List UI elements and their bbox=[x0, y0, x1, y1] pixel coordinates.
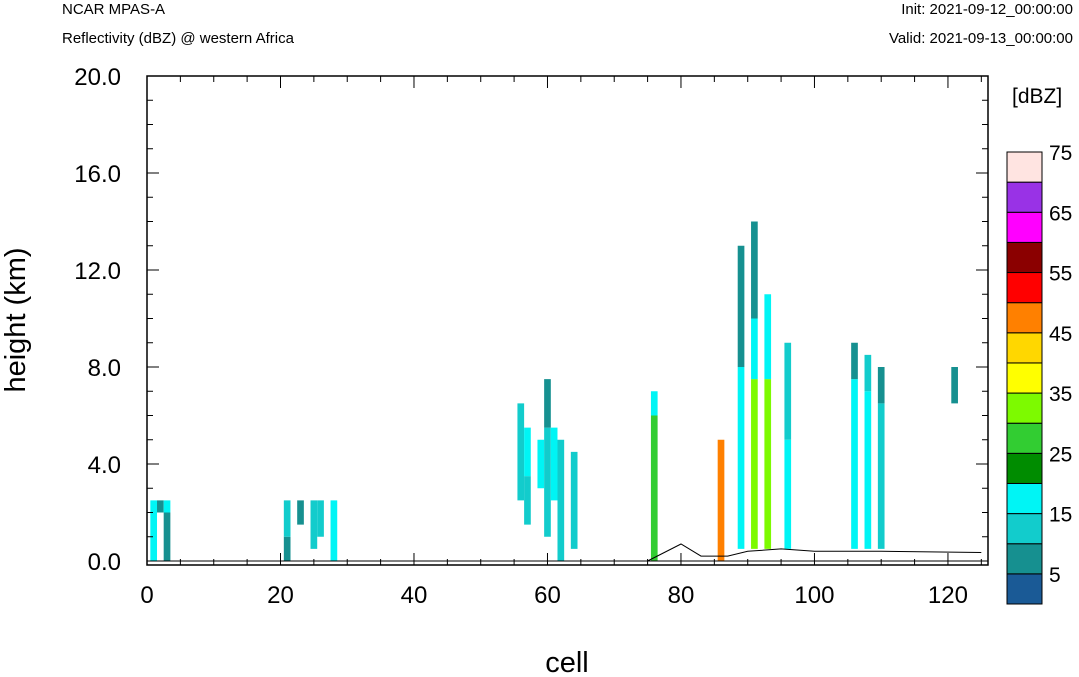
valid-time: Valid: 2021-09-13_00:00:00 bbox=[888, 30, 1073, 47]
reflectivity-cell bbox=[524, 476, 531, 525]
axis-ticks bbox=[146, 75, 988, 565]
reflectivity-cell bbox=[317, 500, 324, 537]
x-tick-label: 60 bbox=[534, 582, 561, 609]
reflectivity-cell bbox=[877, 403, 885, 549]
model-name: NCAR MPAS-A bbox=[62, 1, 166, 18]
reflectivity-cell bbox=[163, 512, 171, 561]
colorbar-segment bbox=[1006, 272, 1043, 304]
y-tick-label: 16.0 bbox=[74, 161, 121, 188]
colorbar-segment bbox=[1006, 241, 1043, 274]
reflectivity-cell bbox=[851, 342, 858, 380]
y-tick-label: 4.0 bbox=[88, 452, 121, 479]
colorbar-label: 75 bbox=[1049, 142, 1072, 165]
reflectivity-cell bbox=[537, 439, 545, 489]
reflectivity-cell bbox=[784, 342, 792, 440]
x-tick-label: 80 bbox=[668, 582, 695, 609]
x-tick-label: 40 bbox=[401, 582, 428, 609]
x-tick-label: 20 bbox=[267, 582, 294, 609]
reflectivity-cell bbox=[310, 500, 318, 549]
reflectivity-cell bbox=[517, 403, 525, 501]
reflectivity-cell bbox=[737, 367, 745, 549]
colorbar-label: 5 bbox=[1049, 564, 1061, 587]
colorbar-segment bbox=[1006, 422, 1043, 454]
reflectivity-cell bbox=[951, 367, 958, 404]
reflectivity-cell bbox=[751, 318, 758, 380]
y-tick-label: 8.0 bbox=[88, 355, 121, 382]
colorbar-label: 45 bbox=[1049, 323, 1072, 346]
reflectivity-cell bbox=[764, 379, 772, 549]
reflectivity-cell bbox=[557, 439, 565, 561]
colorbar-label: 55 bbox=[1049, 263, 1072, 286]
colorbar-segment bbox=[1006, 332, 1043, 364]
x-tick-label: 100 bbox=[794, 582, 834, 609]
reflectivity-cell bbox=[717, 439, 725, 561]
plot-frame bbox=[146, 75, 989, 566]
reflectivity-cell bbox=[877, 367, 885, 404]
colorbar-labels: 5 15 25 35 45 55 65 75 bbox=[1049, 142, 1072, 587]
reflectivity-cell bbox=[283, 536, 291, 561]
colorbar-label: 15 bbox=[1049, 504, 1072, 527]
reflectivity-cell bbox=[851, 379, 858, 549]
reflectivity-cell bbox=[150, 500, 158, 561]
colorbar-label: 65 bbox=[1049, 202, 1072, 225]
reflectivity-cell bbox=[297, 500, 304, 525]
colorbar-unit: [dBZ] bbox=[1012, 85, 1062, 108]
reflectivity-cell bbox=[570, 451, 578, 549]
reflectivity-cell bbox=[864, 391, 872, 549]
reflectivity-cell bbox=[163, 500, 171, 513]
colorbar-label: 25 bbox=[1049, 443, 1072, 466]
terrain-line bbox=[647, 543, 982, 562]
reflectivity-cell bbox=[864, 354, 872, 392]
colorbar bbox=[1006, 151, 1043, 605]
reflectivity-cell bbox=[544, 427, 551, 537]
x-tick-label: 120 bbox=[928, 582, 968, 609]
reflectivity-cell bbox=[737, 245, 745, 367]
colorbar-segment bbox=[1006, 392, 1043, 424]
reflectivity-cell bbox=[283, 500, 291, 537]
colorbar-segment bbox=[1006, 513, 1043, 545]
reflectivity-cell bbox=[751, 221, 758, 319]
reflectivity-cell bbox=[650, 391, 658, 416]
x-tick-labels: 0 20 40 60 80 100 120 bbox=[140, 582, 968, 609]
reflectivity-cells bbox=[150, 221, 958, 561]
colorbar-segment bbox=[1006, 181, 1043, 213]
colorbar-segment bbox=[1006, 452, 1043, 484]
colorbar-segment bbox=[1006, 302, 1043, 334]
colorbar-label: 35 bbox=[1049, 383, 1072, 406]
colorbar-segment bbox=[1006, 211, 1043, 243]
y-tick-label: 0.0 bbox=[88, 549, 121, 576]
init-time: Init: 2021-09-12_00:00:00 bbox=[901, 1, 1073, 18]
x-tick-label: 0 bbox=[140, 582, 153, 609]
reflectivity-cell bbox=[784, 439, 792, 549]
field-description: Reflectivity (dBZ) @ western Africa bbox=[62, 30, 294, 47]
reflectivity-cell bbox=[764, 294, 772, 380]
y-tick-labels: 0.0 4.0 8.0 12.0 16.0 20.0 bbox=[74, 64, 121, 576]
colorbar-segment bbox=[1006, 482, 1043, 515]
reflectivity-cell bbox=[524, 427, 531, 477]
y-axis-title: height (km) bbox=[0, 247, 32, 392]
reflectivity-cell bbox=[550, 427, 558, 501]
colorbar-segment bbox=[1006, 573, 1043, 605]
reflectivity-cell bbox=[650, 415, 658, 561]
colorbar-segment bbox=[1006, 362, 1043, 394]
colorbar-segment bbox=[1006, 543, 1043, 575]
colorbar-segment bbox=[1006, 151, 1043, 183]
x-axis-title: cell bbox=[545, 647, 589, 677]
reflectivity-cell bbox=[544, 379, 551, 428]
reflectivity-cell bbox=[330, 500, 338, 561]
reflectivity-cell bbox=[157, 500, 164, 513]
reflectivity-cell bbox=[751, 379, 758, 549]
y-tick-label: 12.0 bbox=[74, 258, 121, 285]
y-tick-label: 20.0 bbox=[74, 64, 121, 91]
